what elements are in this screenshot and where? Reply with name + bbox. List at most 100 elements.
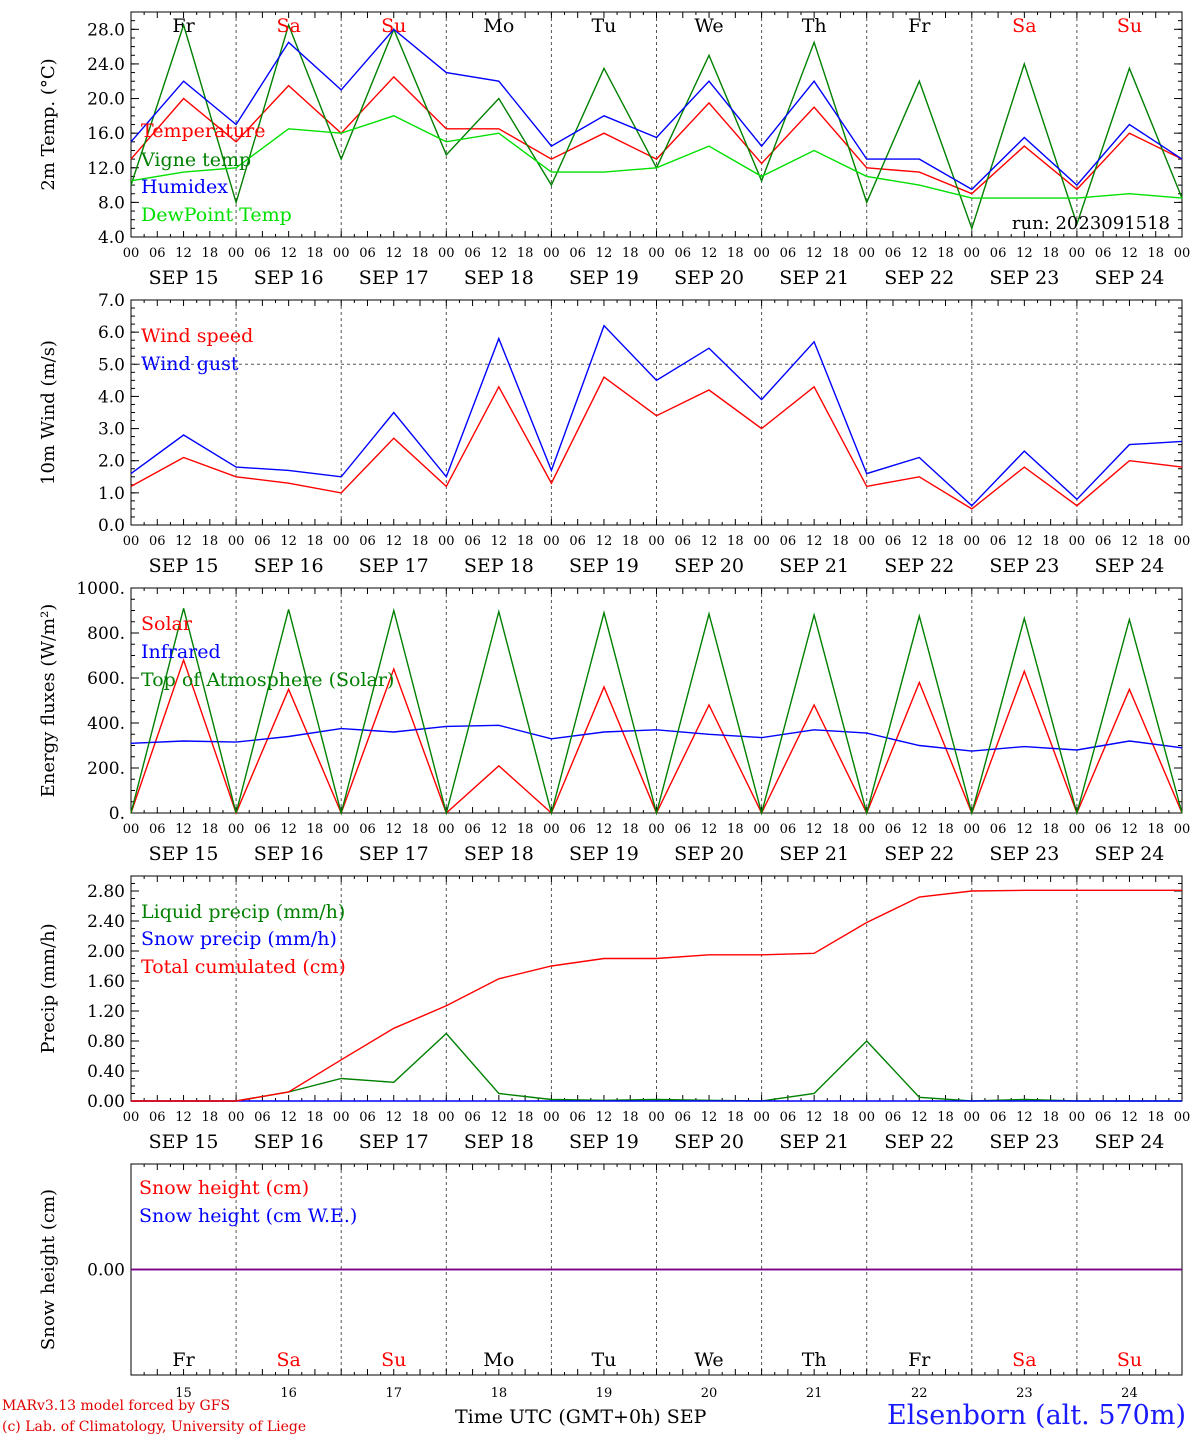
hour-label: 06 [990, 534, 1007, 549]
hour-label: 06 [1095, 246, 1112, 261]
hour-label: 00 [333, 1110, 350, 1125]
hour-label: 18 [1042, 534, 1059, 549]
hour-label: 12 [911, 1110, 928, 1125]
hour-label: 12 [280, 1110, 297, 1125]
hour-label: 12 [596, 1110, 613, 1125]
hour-label: 18 [832, 1110, 849, 1125]
hour-label: 00 [543, 822, 560, 837]
hour-label: 06 [885, 534, 902, 549]
weekday-label: Tu [591, 1349, 616, 1371]
hour-label: 00 [543, 534, 560, 549]
date-label: SEP 21 [779, 1131, 849, 1153]
hour-label: 18 [622, 534, 639, 549]
hour-label: 00 [1069, 1110, 1086, 1125]
hour-label: 12 [491, 822, 508, 837]
weekday-label: Fr [172, 1349, 195, 1371]
y-tick-label: 2.40 [87, 912, 125, 932]
hour-label: 18 [307, 822, 324, 837]
hour-label: 00 [964, 534, 981, 549]
weekday-label: Th [802, 1349, 827, 1371]
y-tick-label: 400. [87, 714, 125, 734]
hour-label: 12 [1016, 1110, 1033, 1125]
date-label: SEP 23 [989, 267, 1059, 289]
date-label: SEP 20 [674, 1131, 744, 1153]
hour-label: 12 [1016, 246, 1033, 261]
hour-label: 12 [385, 246, 402, 261]
y-tick-label: 5.0 [98, 355, 125, 375]
hour-label: 00 [333, 822, 350, 837]
hour-label: 12 [491, 534, 508, 549]
legend-entry-3: Total cumulated (cm) [141, 956, 346, 978]
hour-label: 00 [648, 822, 665, 837]
date-label: SEP 18 [464, 555, 534, 577]
y-axis-label: Precip (mm/h) [38, 923, 59, 1053]
hour-label: 06 [1095, 1110, 1112, 1125]
series-line-1 [130, 376, 1183, 510]
hour-label: 00 [1069, 822, 1086, 837]
y-tick-label: 24.0 [87, 55, 125, 75]
hour-label: 00 [123, 534, 140, 549]
series-line-3 [131, 889, 1182, 1102]
y-axis-label: 2m Temp. (°C) [38, 58, 59, 190]
hour-label: 00 [648, 246, 665, 261]
time-axis-month: SEP [666, 1406, 707, 1428]
panel-frame [130, 587, 1183, 814]
hour-label: 00 [123, 822, 140, 837]
series-line-4 [130, 115, 1183, 199]
day-number: 21 [806, 1386, 823, 1401]
y-tick-label: 4.0 [98, 387, 125, 407]
weekday-label: Sa [276, 15, 300, 37]
hour-label: 06 [1095, 534, 1112, 549]
panel-frame [130, 299, 1183, 526]
y-axis-label: Snow height (cm) [38, 1189, 59, 1350]
y-tick-label: 200. [87, 759, 125, 779]
y-axis-label: 10m Wind (m/s) [38, 340, 59, 485]
hour-label: 00 [228, 246, 245, 261]
hour-label: 06 [569, 1110, 586, 1125]
hour-label: 12 [1121, 534, 1138, 549]
panel-1: 4.0 8.0 12.0 16.0 20.0 24.0 28.0 2m Temp. (°C) T… [38, 11, 1190, 289]
hour-label: 00 [1069, 246, 1086, 261]
date-label: SEP 24 [1095, 1131, 1165, 1153]
date-label: SEP 17 [359, 1131, 429, 1153]
hour-label: 00 [648, 534, 665, 549]
hour-label: 12 [280, 246, 297, 261]
date-label: SEP 22 [884, 555, 954, 577]
hour-label: 00 [438, 1110, 455, 1125]
hour-label: 12 [280, 822, 297, 837]
hour-label: 06 [780, 822, 797, 837]
legend-entry-2: Vigne temp [140, 149, 251, 171]
y-tick-label: 0. [109, 804, 125, 824]
y-tick-label: 4.0 [98, 228, 125, 248]
hour-label: 06 [990, 246, 1007, 261]
hour-label: 18 [1147, 534, 1164, 549]
weekday-label: We [694, 15, 723, 37]
panel-3: 0. 200. 400. 600. 800. 1000. Energy fluxes (W/… [38, 579, 1190, 865]
legend-entry-1: Snow height (cm) [139, 1177, 309, 1199]
date-label: SEP 18 [464, 267, 534, 289]
date-label: SEP 21 [779, 267, 849, 289]
date-label: SEP 18 [464, 843, 534, 865]
hour-label: 00 [858, 534, 875, 549]
date-label: SEP 24 [1095, 267, 1165, 289]
y-tick-label: 8.0 [98, 193, 125, 213]
weekday-label: We [694, 1349, 723, 1371]
day-number: 24 [1121, 1386, 1138, 1401]
date-label: SEP 22 [884, 1131, 954, 1153]
hour-label: 18 [937, 1110, 954, 1125]
weekday-label: Su [381, 1349, 406, 1371]
weekday-label: Su [381, 15, 406, 37]
y-tick-label: 6.0 [98, 323, 125, 343]
hour-label: 12 [911, 822, 928, 837]
hour-label: 06 [990, 822, 1007, 837]
y-tick-label: 0.0 [98, 516, 125, 536]
hour-label-end: 00 [1174, 534, 1191, 549]
hour-label: 12 [1121, 246, 1138, 261]
legend-entry-2: Snow precip (mm/h) [141, 928, 337, 950]
hour-label: 00 [438, 822, 455, 837]
hour-label: 06 [254, 1110, 271, 1125]
hour-label: 12 [175, 1110, 192, 1125]
hour-label: 00 [1069, 534, 1086, 549]
hour-label: 18 [307, 1110, 324, 1125]
